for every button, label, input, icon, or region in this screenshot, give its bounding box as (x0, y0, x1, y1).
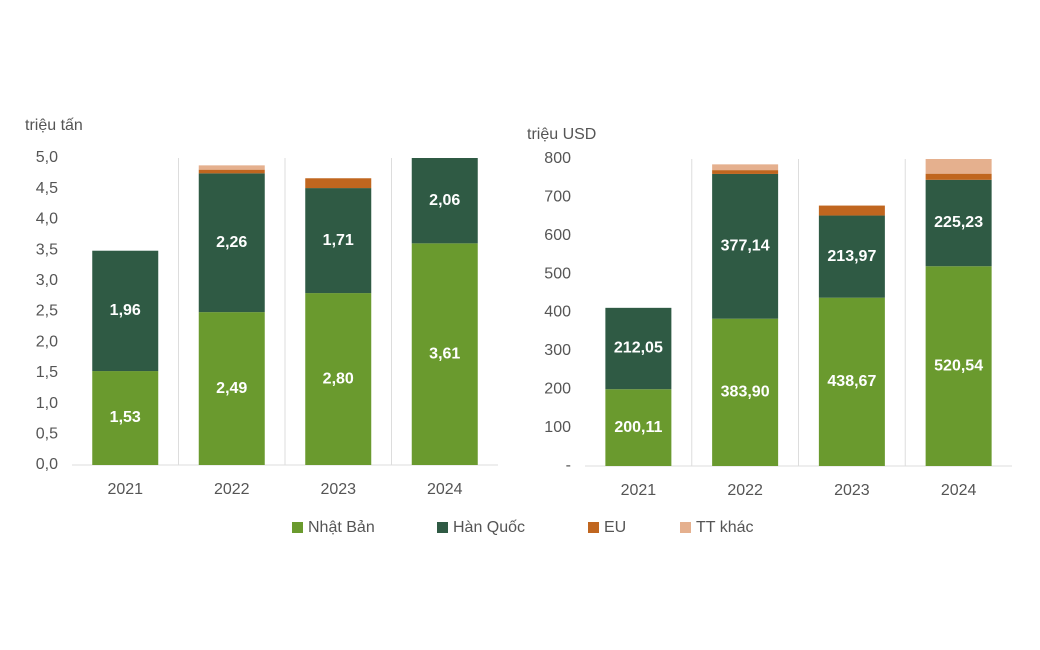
bar-segment (605, 389, 672, 466)
value-label: 2,06 (429, 192, 460, 209)
y-tick-label: 1,0 (36, 395, 58, 412)
legend-swatch (588, 522, 599, 533)
y-axis-label: triệu USD (527, 126, 596, 143)
value-label: 1,53 (110, 409, 141, 426)
value-label: 377,14 (721, 238, 770, 255)
bar-segment (305, 178, 372, 189)
value-label: 200,11 (614, 419, 662, 436)
x-tick-label: 2024 (941, 482, 977, 499)
bar-segment (925, 173, 992, 180)
bar-segment (818, 297, 885, 466)
y-tick-label: 500 (544, 265, 571, 282)
bars (605, 159, 992, 466)
legend-label: EU (604, 519, 626, 536)
bar-segment (92, 371, 159, 465)
y-tick-label: 200 (544, 380, 571, 397)
bar-segment (198, 312, 265, 465)
bar-segment (712, 164, 779, 171)
legend-label: Hàn Quốc (453, 519, 525, 536)
bar-segment (198, 173, 265, 313)
value-label: 212,05 (614, 340, 663, 357)
bar-segment (305, 188, 372, 294)
bar-segment (305, 293, 372, 465)
bar-segment (605, 307, 672, 390)
value-label: 1,96 (110, 302, 141, 319)
bar-segment (712, 318, 779, 466)
x-tick-label: 2023 (834, 482, 870, 499)
x-tick-label: 2021 (107, 481, 143, 498)
bar-segment (712, 170, 779, 174)
legend-label: Nhật Bản (308, 519, 375, 536)
bar-segment (411, 158, 478, 244)
value-label: 1,71 (323, 232, 354, 249)
x-tick-label: 2024 (427, 481, 463, 498)
value-label: 225,23 (934, 214, 983, 231)
y-tick-label: 4,0 (36, 211, 58, 228)
bar-segment (411, 243, 478, 465)
y-tick-label: 3,5 (36, 241, 58, 258)
bar-segment (925, 159, 992, 174)
x-tick-label: 2021 (621, 482, 657, 499)
value-label: 2,49 (216, 380, 247, 397)
legend-label: TT khác (696, 519, 754, 536)
labels: 1,53 1,96 2,49 2,26 2,80 1,71 3,61 2,06 (110, 192, 461, 426)
y-tick-label: 700 (544, 189, 571, 206)
value-label: 438,67 (827, 373, 876, 390)
bar-segment (925, 266, 992, 466)
y-tick-label: 0,5 (36, 426, 58, 443)
bar-segment (198, 165, 265, 170)
y-tick-label: 2,5 (36, 303, 58, 320)
y-tick-label: 600 (544, 227, 571, 244)
bar-segment (92, 250, 159, 372)
y-tick-label: 100 (544, 419, 571, 436)
x-tick-label: 2022 (727, 482, 763, 499)
y-tick-label: 3,0 (36, 272, 58, 289)
value-label: 2,26 (216, 234, 247, 251)
value-label: 520,54 (934, 357, 983, 374)
y-tick-label: 400 (544, 304, 571, 321)
legend-swatch (680, 522, 691, 533)
y-tick-label: 300 (544, 342, 571, 359)
bar-segment (712, 173, 779, 319)
y-tick-label: - (566, 457, 571, 474)
value-label: 2,80 (323, 370, 354, 387)
value-label: 3,61 (429, 345, 460, 362)
value-label: 383,90 (721, 384, 770, 401)
value-label: 213,97 (827, 248, 876, 265)
bar-segment (198, 169, 265, 174)
y-tick-label: 800 (544, 150, 571, 167)
labels: 200,11 212,05 383,90 377,14 438,67 213,97 520,… (614, 214, 983, 436)
y-tick-label: 1,5 (36, 364, 58, 381)
bar-segment (925, 179, 992, 267)
x-tick-label: 2023 (320, 481, 356, 498)
bar-segment (818, 215, 885, 298)
legend-swatch (437, 522, 448, 533)
bar-segment (818, 205, 885, 216)
y-tick-label: 5,0 (36, 149, 58, 166)
y-axis-label: triệu tấn (25, 117, 83, 134)
y-tick-label: 4,5 (36, 180, 58, 197)
y-tick-label: 2,0 (36, 333, 58, 350)
bars (92, 158, 478, 465)
x-tick-label: 2022 (214, 481, 250, 498)
legend-swatch (292, 522, 303, 533)
y-tick-label: 0,0 (36, 456, 58, 473)
